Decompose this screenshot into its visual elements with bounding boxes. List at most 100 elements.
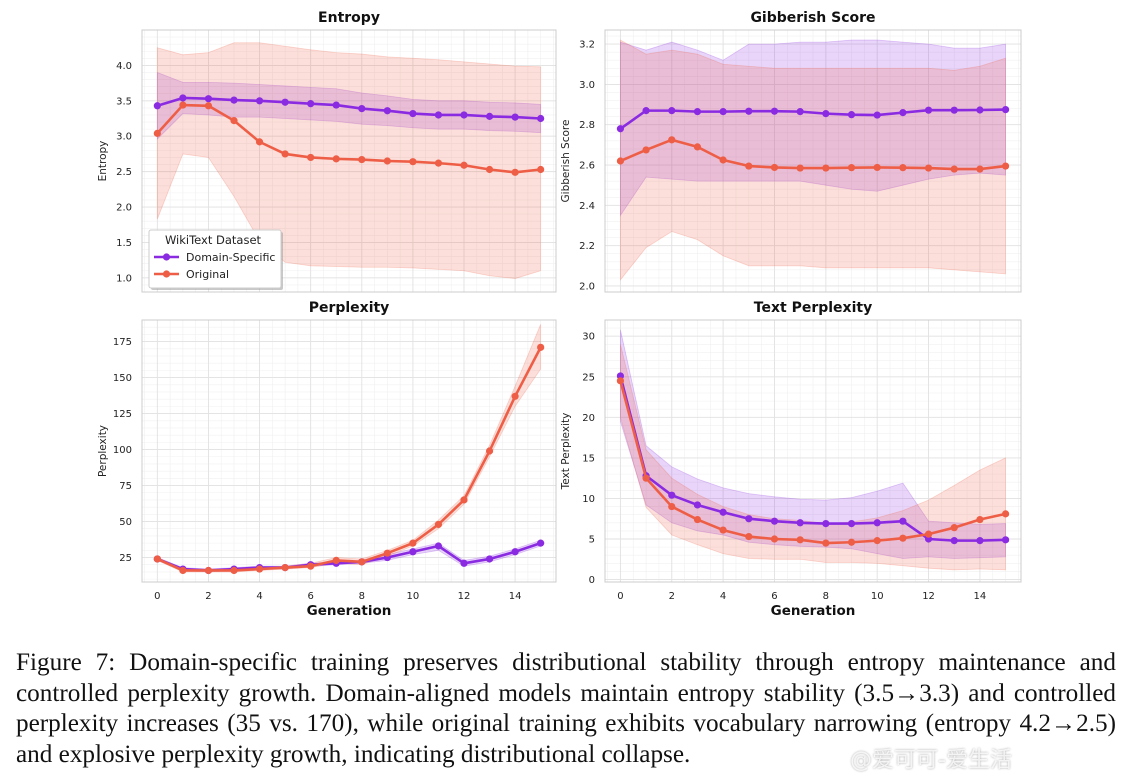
x-tick-label: 12 — [922, 591, 935, 602]
legend-swatch-marker — [162, 253, 171, 261]
data-point-original — [537, 343, 545, 351]
data-point-original — [204, 566, 213, 575]
data-point-domain-specific — [409, 548, 417, 556]
plot-frame — [141, 29, 557, 293]
y-tick-label: 3.5 — [116, 96, 132, 107]
y-tick-label: 4.0 — [116, 61, 132, 72]
y-tick-label: 175 — [113, 337, 132, 348]
x-tick-label: 2 — [205, 591, 211, 602]
data-point-domain-specific — [1001, 106, 1010, 114]
x-tick-label: 14 — [509, 591, 522, 602]
data-point-domain-specific — [668, 107, 676, 115]
data-point-original — [511, 168, 519, 176]
y-tick-label: 150 — [113, 373, 132, 384]
data-point-domain-specific — [1001, 536, 1010, 544]
y-tick-label: 25 — [119, 553, 132, 564]
y-tick-label: 0 — [589, 575, 595, 586]
data-point-domain-specific — [460, 559, 468, 567]
major-grid — [605, 30, 1021, 292]
band-original — [156, 324, 542, 573]
major-grid — [142, 30, 556, 292]
legend-title: WikiText Dataset — [165, 233, 262, 247]
x-tick-label: 10 — [407, 591, 420, 602]
data-point-original — [847, 164, 856, 172]
x-tick-label: 0 — [154, 591, 160, 602]
data-point-original — [383, 549, 391, 557]
data-point-original — [616, 377, 625, 385]
data-point-domain-specific — [976, 537, 984, 545]
data-point-domain-specific — [537, 114, 545, 123]
y-tick-label: 2.6 — [579, 161, 595, 172]
data-point-original — [153, 555, 161, 563]
plot-frame — [604, 319, 1022, 583]
data-point-original — [822, 164, 830, 172]
data-point-original — [668, 136, 676, 144]
data-point-domain-specific — [822, 110, 830, 118]
chart-title: Text Perplexity — [754, 300, 872, 316]
data-point-domain-specific — [485, 112, 494, 120]
y-tick-label: 50 — [119, 517, 132, 528]
data-point-domain-specific — [307, 100, 315, 108]
data-point-original — [485, 447, 494, 455]
x-axis-label: Generation — [771, 603, 856, 619]
y-tick-label: 1.0 — [116, 273, 132, 284]
plot-frame — [604, 29, 1022, 293]
data-point-domain-specific — [511, 548, 519, 556]
y-tick-label: 125 — [113, 409, 132, 420]
data-point-original — [642, 146, 650, 154]
y-axis-label: Gibberish Score — [560, 120, 572, 203]
data-point-original — [230, 117, 238, 125]
data-point-domain-specific — [383, 107, 391, 115]
data-point-domain-specific — [950, 106, 958, 114]
data-point-original — [179, 566, 187, 575]
data-point-domain-specific — [770, 107, 779, 115]
x-tick-label: 6 — [771, 591, 777, 602]
data-point-original — [822, 539, 830, 547]
data-point-domain-specific — [642, 107, 650, 115]
data-point-domain-specific — [485, 555, 494, 563]
data-point-domain-specific — [873, 519, 881, 527]
x-tick-label: 4 — [720, 591, 726, 602]
data-point-original — [693, 143, 702, 151]
chart-title: Gibberish Score — [750, 10, 875, 26]
y-tick-label: 5 — [589, 535, 595, 546]
data-point-original — [899, 164, 907, 172]
legend: WikiText Dataset Domain-Specific Original — [148, 229, 283, 290]
data-point-original — [950, 524, 958, 532]
data-point-domain-specific — [770, 517, 779, 525]
data-point-domain-specific — [204, 95, 213, 103]
data-point-original — [719, 156, 727, 164]
data-point-original — [537, 165, 545, 174]
y-tick-label: 1.5 — [116, 238, 132, 249]
y-tick-label: 2.8 — [579, 120, 595, 131]
data-point-original — [179, 101, 187, 109]
data-point-original — [719, 526, 727, 534]
data-point-original — [796, 536, 804, 544]
series-line-domain-specific — [619, 108, 1006, 130]
data-point-domain-specific — [537, 539, 545, 547]
band-domain-specific — [620, 329, 1006, 559]
data-point-domain-specific — [255, 97, 264, 105]
data-point-original — [383, 157, 391, 165]
band-original — [620, 344, 1006, 571]
chart-title: Entropy — [318, 10, 380, 26]
data-point-domain-specific — [796, 108, 804, 116]
chart-panel-3: Perplexity 25 50 75 100 125 150 175 Perplexity 0 2… — [97, 300, 557, 619]
data-point-original — [460, 496, 468, 504]
y-tick-label: 100 — [113, 445, 132, 456]
legend-label: Original — [186, 268, 229, 281]
y-tick-label: 3.0 — [116, 132, 132, 143]
data-point-domain-specific — [693, 501, 702, 509]
chart-title: Perplexity — [309, 300, 390, 316]
data-point-domain-specific — [409, 109, 417, 118]
data-point-original — [332, 556, 340, 565]
series-line-original — [619, 380, 1006, 545]
legend-swatch-marker — [162, 270, 171, 278]
data-point-original — [434, 520, 443, 529]
data-point-original — [847, 538, 856, 546]
y-tick-label: 2.5 — [116, 167, 132, 178]
major-grid — [142, 320, 556, 582]
data-point-original — [281, 564, 289, 572]
data-point-domain-specific — [719, 508, 727, 516]
